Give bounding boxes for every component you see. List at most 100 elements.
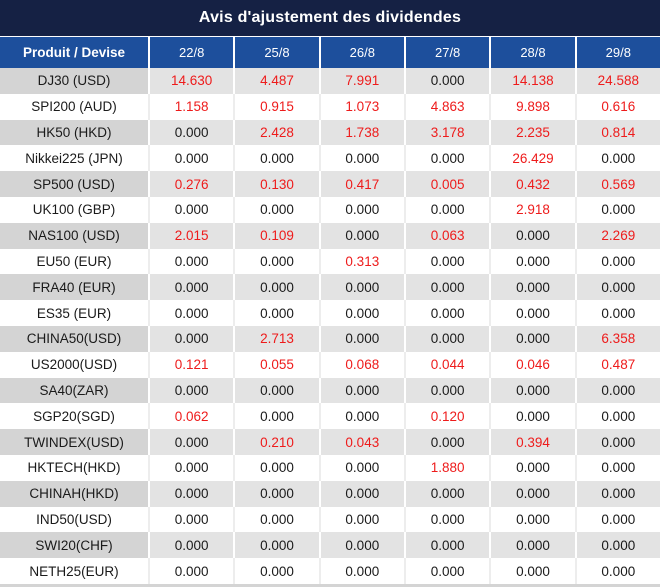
column-header-date-6: 29/8 bbox=[574, 37, 660, 68]
dividend-value-cell: 0.000 bbox=[574, 429, 660, 455]
dividend-value-cell: 0.000 bbox=[148, 196, 234, 223]
dividend-value-cell: 9.898 bbox=[489, 93, 575, 120]
product-cell: UK100 (GBP) bbox=[0, 196, 148, 223]
next-row-edge-strip bbox=[0, 583, 660, 587]
product-cell: IND50(USD) bbox=[0, 506, 148, 533]
dividend-value-cell: 0.000 bbox=[318, 274, 404, 301]
dividend-value-cell: 0.000 bbox=[233, 196, 319, 223]
table-row: DJ30 (USD) 14.630 4.487 7.991 0.000 14.138 24.… bbox=[0, 68, 660, 94]
product-cell: Nikkei225 (JPN) bbox=[0, 145, 148, 172]
header-row: Produit / Devise 22/8 25/8 26/8 27/8 28/… bbox=[0, 37, 660, 68]
table-row: CHINA50(USD) 0.000 2.713 0.000 0.000 0.000 6.3… bbox=[0, 325, 660, 352]
dividend-value-cell: 0.432 bbox=[489, 171, 575, 197]
dividend-value-cell: 0.000 bbox=[574, 274, 660, 301]
dividend-value-cell: 1.738 bbox=[318, 119, 404, 146]
dividend-value-cell: 0.000 bbox=[489, 454, 575, 481]
dividend-value-cell: 3.178 bbox=[403, 119, 490, 146]
table-row: SA40(ZAR) 0.000 0.000 0.000 0.000 0.000 0.000 bbox=[0, 377, 660, 404]
dividend-value-cell: 0.000 bbox=[574, 480, 660, 507]
dividend-value-cell: 0.068 bbox=[318, 351, 404, 378]
dividend-value-cell: 0.814 bbox=[574, 119, 660, 146]
dividend-value-cell: 0.000 bbox=[574, 403, 660, 430]
product-cell: DJ30 (USD) bbox=[0, 68, 148, 94]
table-row: SGP20(SGD) 0.062 0.000 0.000 0.120 0.000 0.000 bbox=[0, 403, 660, 430]
product-cell: SWI20(CHF) bbox=[0, 532, 148, 559]
dividend-value-cell: 0.210 bbox=[233, 429, 319, 455]
table-row: HK50 (HKD) 0.000 2.428 1.738 3.178 2.235 0.814 bbox=[0, 119, 660, 146]
dividend-value-cell: 0.000 bbox=[148, 248, 234, 275]
column-header-date-4: 27/8 bbox=[403, 37, 490, 68]
product-cell: US2000(USD) bbox=[0, 351, 148, 378]
dividend-value-cell: 1.158 bbox=[148, 93, 234, 120]
dividend-value-cell: 0.000 bbox=[233, 480, 319, 507]
dividend-value-cell: 14.138 bbox=[489, 68, 575, 94]
dividend-value-cell: 6.358 bbox=[574, 325, 660, 352]
dividend-value-cell: 0.000 bbox=[318, 480, 404, 507]
dividend-value-cell: 0.000 bbox=[403, 196, 490, 223]
dividend-value-cell: 0.000 bbox=[403, 480, 490, 507]
dividend-value-cell: 0.000 bbox=[574, 145, 660, 172]
dividend-value-cell: 0.000 bbox=[233, 377, 319, 404]
dividend-value-cell: 0.000 bbox=[318, 145, 404, 172]
dividend-value-cell: 0.109 bbox=[233, 222, 319, 249]
dividend-value-cell: 0.000 bbox=[574, 300, 660, 326]
dividend-value-cell: 0.000 bbox=[318, 558, 404, 584]
dividend-value-cell: 0.000 bbox=[574, 532, 660, 559]
dividend-value-cell: 0.000 bbox=[233, 506, 319, 533]
dividend-value-cell: 0.000 bbox=[489, 300, 575, 326]
table-body: DJ30 (USD) 14.630 4.487 7.991 0.000 14.138 24.… bbox=[0, 68, 660, 584]
dividend-value-cell: 0.000 bbox=[233, 532, 319, 559]
product-cell: CHINAH(HKD) bbox=[0, 480, 148, 507]
dividend-value-cell: 0.000 bbox=[148, 429, 234, 455]
dividend-value-cell: 0.000 bbox=[318, 454, 404, 481]
dividend-value-cell: 0.000 bbox=[489, 558, 575, 584]
dividend-value-cell: 7.991 bbox=[318, 68, 404, 94]
dividend-value-cell: 0.120 bbox=[403, 403, 490, 430]
dividend-value-cell: 0.000 bbox=[489, 222, 575, 249]
product-cell: CHINA50(USD) bbox=[0, 325, 148, 352]
dividend-value-cell: 0.616 bbox=[574, 93, 660, 120]
dividend-value-cell: 2.918 bbox=[489, 196, 575, 223]
dividend-value-cell: 1.880 bbox=[403, 454, 490, 481]
dividend-value-cell: 0.000 bbox=[489, 248, 575, 275]
product-cell: SGP20(SGD) bbox=[0, 403, 148, 430]
product-cell: SA40(ZAR) bbox=[0, 377, 148, 404]
dividend-value-cell: 0.000 bbox=[318, 506, 404, 533]
dividend-value-cell: 0.000 bbox=[148, 532, 234, 559]
dividend-value-cell: 0.000 bbox=[489, 325, 575, 352]
dividend-value-cell: 0.394 bbox=[489, 429, 575, 455]
dividend-value-cell: 0.063 bbox=[403, 222, 490, 249]
dividend-value-cell: 0.000 bbox=[233, 558, 319, 584]
dividend-value-cell: 0.000 bbox=[233, 274, 319, 301]
dividend-value-cell: 0.000 bbox=[403, 558, 490, 584]
dividend-value-cell: 0.000 bbox=[574, 506, 660, 533]
product-cell: NAS100 (USD) bbox=[0, 222, 148, 249]
dividend-value-cell: 0.000 bbox=[148, 325, 234, 352]
dividend-value-cell: 0.000 bbox=[233, 454, 319, 481]
dividend-value-cell: 14.630 bbox=[148, 68, 234, 94]
table-row: NAS100 (USD) 2.015 0.109 0.000 0.063 0.000 2.2… bbox=[0, 222, 660, 249]
dividend-value-cell: 4.863 bbox=[403, 93, 490, 120]
table-row: Nikkei225 (JPN) 0.000 0.000 0.000 0.000 26.42… bbox=[0, 145, 660, 172]
dividend-value-cell: 0.000 bbox=[148, 300, 234, 326]
dividend-value-cell: 0.000 bbox=[489, 403, 575, 430]
dividend-value-cell: 0.046 bbox=[489, 351, 575, 378]
dividend-value-cell: 0.130 bbox=[233, 171, 319, 197]
dividend-value-cell: 0.000 bbox=[148, 454, 234, 481]
dividend-value-cell: 0.000 bbox=[233, 145, 319, 172]
dividend-value-cell: 0.000 bbox=[148, 377, 234, 404]
table-row: UK100 (GBP) 0.000 0.000 0.000 0.000 2.918 0.00… bbox=[0, 196, 660, 223]
dividend-value-cell: 0.000 bbox=[489, 377, 575, 404]
dividend-value-cell: 0.000 bbox=[318, 196, 404, 223]
page-title: Avis d'ajustement des dividendes bbox=[198, 9, 462, 26]
dividend-value-cell: 0.000 bbox=[403, 532, 490, 559]
dividend-value-cell: 0.000 bbox=[318, 300, 404, 326]
dividend-value-cell: 0.000 bbox=[403, 274, 490, 301]
dividend-value-cell: 0.055 bbox=[233, 351, 319, 378]
dividend-value-cell: 0.000 bbox=[574, 196, 660, 223]
table-row: SP500 (USD) 0.276 0.130 0.417 0.005 0.432 0.56… bbox=[0, 171, 660, 197]
dividend-value-cell: 0.000 bbox=[489, 274, 575, 301]
product-cell: NETH25(EUR) bbox=[0, 558, 148, 584]
table-row: NETH25(EUR) 0.000 0.000 0.000 0.000 0.000 0.00… bbox=[0, 558, 660, 584]
